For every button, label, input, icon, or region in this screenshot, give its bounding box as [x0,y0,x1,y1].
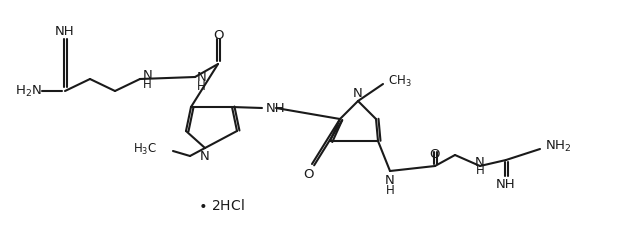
Text: H$_2$N: H$_2$N [15,83,42,99]
Text: H: H [386,185,394,197]
Text: O: O [303,168,313,181]
Text: NH: NH [496,179,516,191]
Text: $\bullet$ 2HCl: $\bullet$ 2HCl [198,198,244,213]
Text: NH$_2$: NH$_2$ [545,138,572,154]
Text: H: H [197,79,205,92]
Text: O: O [212,28,223,42]
Text: CH$_3$: CH$_3$ [388,73,412,89]
Text: NH: NH [55,24,75,38]
Text: N: N [197,70,207,83]
Text: H: H [143,77,152,90]
Text: H$_3$C: H$_3$C [133,141,157,157]
Text: NH: NH [266,102,285,115]
Text: N: N [475,155,485,169]
Text: O: O [429,147,440,161]
Text: N: N [353,86,363,100]
Text: N: N [143,68,153,81]
Text: N: N [200,149,210,163]
Text: H: H [476,165,484,178]
Text: N: N [385,175,395,187]
